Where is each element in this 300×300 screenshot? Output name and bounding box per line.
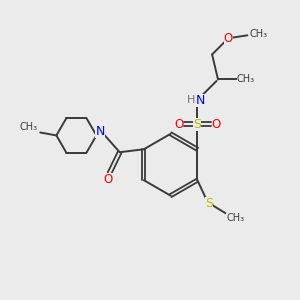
Text: CH₃: CH₃ (20, 122, 38, 133)
Text: H: H (187, 95, 195, 105)
Text: CH₃: CH₃ (226, 214, 244, 224)
Text: N: N (95, 125, 105, 138)
Text: O: O (174, 118, 183, 131)
Text: O: O (224, 32, 233, 45)
Text: S: S (205, 197, 213, 210)
Text: CH₃: CH₃ (249, 29, 267, 39)
Text: O: O (212, 118, 221, 131)
Text: CH₃: CH₃ (237, 74, 255, 84)
Text: S: S (194, 118, 201, 131)
Text: N: N (196, 94, 205, 106)
Text: O: O (103, 173, 112, 186)
